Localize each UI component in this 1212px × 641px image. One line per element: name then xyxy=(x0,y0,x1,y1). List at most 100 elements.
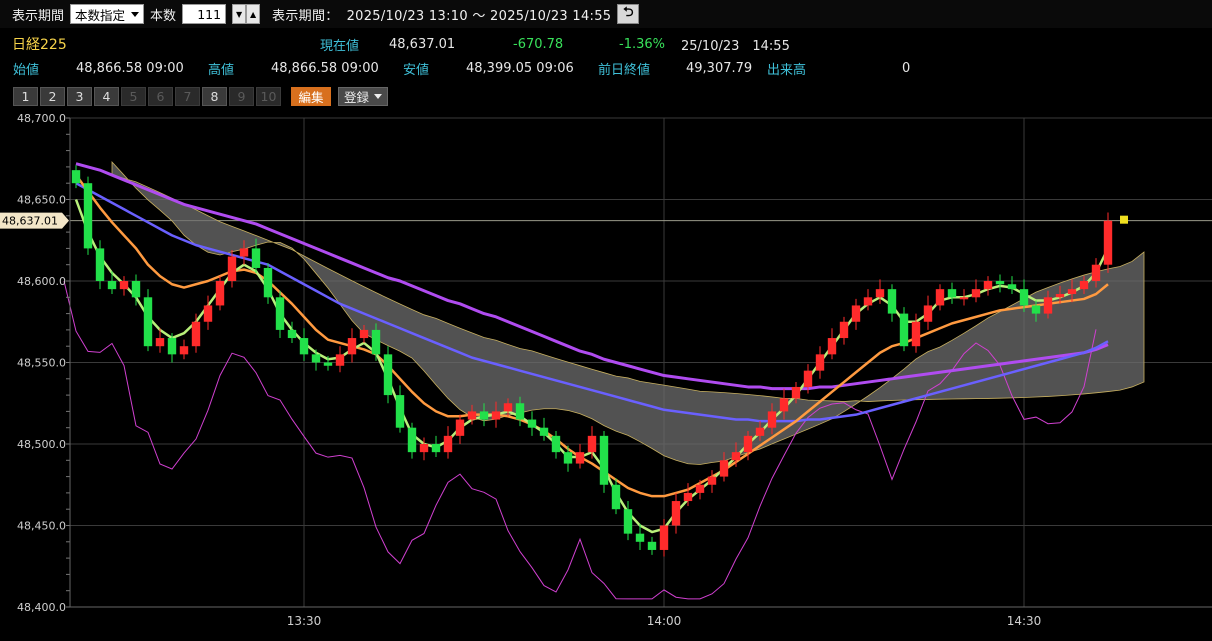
preset-button-1[interactable]: 1 xyxy=(13,87,38,106)
chart-toolbar: 表示期間 本数指定 本数 ▼ ▲ 表示期間： 2025/10/23 13:10 … xyxy=(0,0,1212,28)
x-tick-label: 13:30 xyxy=(287,614,322,628)
candle-body xyxy=(203,305,213,322)
candle-body xyxy=(539,427,549,436)
quote-row-1: 日経225 現在値 48,637.01 -670.78 -1.36% 25/10… xyxy=(0,33,1212,55)
candle-body xyxy=(959,297,969,300)
candle-body xyxy=(743,435,753,453)
y-tick-label: 48,450.0 xyxy=(17,520,66,533)
candle-body xyxy=(635,533,645,542)
candle-body xyxy=(1079,281,1089,290)
candle-body xyxy=(467,411,477,420)
candle-body xyxy=(731,452,741,461)
register-button[interactable]: 登録 xyxy=(338,87,388,106)
volume-label: 出来高 xyxy=(767,62,807,78)
candle-body xyxy=(167,338,177,355)
candle-body xyxy=(407,427,417,453)
candle-body xyxy=(1103,220,1113,265)
candle-body xyxy=(1055,294,1065,298)
open-label: 始値 xyxy=(13,62,40,78)
candle-body xyxy=(371,329,381,355)
preset-button-6[interactable]: 6 xyxy=(148,87,173,106)
indicator-preset-bar: 1 2 3 4 5 6 7 8 9 10 編集 登録 xyxy=(13,87,388,106)
candle-body xyxy=(299,338,309,355)
candle-body xyxy=(263,267,273,298)
preset-button-3[interactable]: 3 xyxy=(67,87,92,106)
preset-button-2[interactable]: 2 xyxy=(40,87,65,106)
candle-body xyxy=(311,354,321,363)
register-label: 登録 xyxy=(343,90,369,105)
candle-body xyxy=(551,435,561,453)
return-arrow-icon[interactable]: ⮌ xyxy=(617,4,640,24)
volume-value: 0 xyxy=(902,60,911,76)
candle-body xyxy=(443,435,453,453)
candle-body xyxy=(563,452,573,464)
price-chart[interactable]: 48,700.0 48,650.0 48,600.0 48,550.0 48,500.0… xyxy=(0,110,1212,641)
candle-body xyxy=(143,297,153,347)
candle-body xyxy=(779,398,789,412)
lagging-span xyxy=(63,280,1097,600)
period-mode-value: 本数指定 xyxy=(75,7,126,23)
candle-body xyxy=(131,281,141,298)
candle-body xyxy=(935,289,945,306)
candle-body xyxy=(527,419,537,428)
candle-body xyxy=(707,476,717,485)
candle-body xyxy=(767,411,777,428)
candle-body xyxy=(791,386,801,399)
candlesticks xyxy=(71,165,1128,557)
candle-body xyxy=(1007,284,1017,290)
candle-body xyxy=(287,329,297,339)
candle-body xyxy=(95,248,105,281)
candle-body xyxy=(455,419,465,436)
x-tick-label: 14:00 xyxy=(647,614,682,628)
candle-body xyxy=(863,297,873,306)
quote-row-2: 始値 48,866.58 09:00 高値 48,866.58 09:00 安値… xyxy=(0,57,1212,79)
high-value: 48,866.58 09:00 xyxy=(271,60,379,76)
candle-body xyxy=(479,411,489,420)
count-decrement-icon[interactable]: ▼ xyxy=(232,4,247,24)
range-text: 2025/10/23 13:10 ～ 2025/10/23 14:55 xyxy=(346,8,612,24)
candle-body xyxy=(83,183,93,249)
preset-button-8[interactable]: 8 xyxy=(202,87,227,106)
prev-close-value: 49,307.79 xyxy=(686,60,753,76)
y-tick-label: 48,600.0 xyxy=(17,275,66,288)
candle-body xyxy=(347,338,357,355)
preset-button-4[interactable]: 4 xyxy=(94,87,119,106)
count-label: 本数 xyxy=(150,8,177,24)
candle-body xyxy=(1031,305,1041,314)
candle-body xyxy=(251,248,261,268)
lagging-line xyxy=(63,280,1097,600)
preset-button-5[interactable]: 5 xyxy=(121,87,146,106)
candle-body xyxy=(887,289,897,314)
symbol-name: 日経225 xyxy=(12,37,67,53)
candle-body xyxy=(575,452,585,464)
count-input[interactable] xyxy=(182,4,227,24)
candle-body xyxy=(431,444,441,453)
ma-longer-line xyxy=(75,162,1109,391)
candle-body xyxy=(599,435,609,485)
count-increment-icon[interactable]: ▲ xyxy=(246,4,261,24)
candle-body xyxy=(179,346,189,355)
period-mode-select[interactable]: 本数指定 xyxy=(70,4,145,24)
preset-button-10[interactable]: 10 xyxy=(256,87,281,106)
preset-button-7[interactable]: 7 xyxy=(175,87,200,106)
current-label: 現在値 xyxy=(320,38,360,54)
candle-body xyxy=(215,281,225,306)
candle-body xyxy=(683,492,693,502)
open-value: 48,866.58 09:00 xyxy=(76,60,184,76)
cloud-area xyxy=(111,160,1145,465)
ma-mid-line xyxy=(74,174,1109,498)
edit-button[interactable]: 編集 xyxy=(291,87,331,106)
y-tick-label: 48,400.0 xyxy=(17,601,66,614)
chevron-down-icon xyxy=(131,11,140,17)
low-label: 安値 xyxy=(403,62,430,78)
change-value: -670.78 xyxy=(513,36,564,52)
candle-body xyxy=(383,354,393,396)
candle-body xyxy=(755,427,765,436)
candle-body xyxy=(671,501,681,526)
candle-body xyxy=(239,248,249,257)
y-tick-label: 48,700.0 xyxy=(17,112,66,125)
candle-body xyxy=(875,289,885,298)
preset-button-9[interactable]: 9 xyxy=(229,87,254,106)
candle-body xyxy=(71,170,81,184)
x-tick-label: 14:30 xyxy=(1007,614,1042,628)
